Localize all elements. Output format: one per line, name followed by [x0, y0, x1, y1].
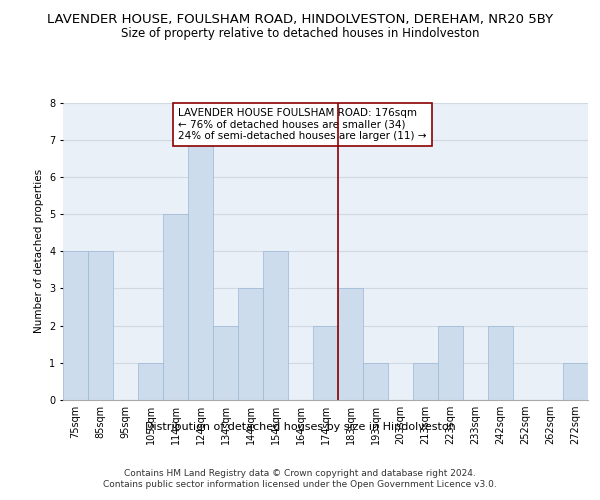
Bar	[488, 326, 513, 400]
Text: Contains public sector information licensed under the Open Government Licence v3: Contains public sector information licen…	[103, 480, 497, 489]
Bar	[163, 214, 188, 400]
Bar	[438, 326, 463, 400]
Bar	[363, 363, 388, 400]
Bar	[213, 326, 238, 400]
Bar	[188, 140, 213, 400]
Bar	[88, 252, 113, 400]
Bar	[63, 252, 88, 400]
Bar	[313, 326, 338, 400]
Bar	[138, 363, 163, 400]
Bar	[563, 363, 588, 400]
Text: Distribution of detached houses by size in Hindolveston: Distribution of detached houses by size …	[145, 422, 455, 432]
Text: Contains HM Land Registry data © Crown copyright and database right 2024.: Contains HM Land Registry data © Crown c…	[124, 469, 476, 478]
Bar	[263, 252, 288, 400]
Bar	[238, 288, 263, 400]
Text: Size of property relative to detached houses in Hindolveston: Size of property relative to detached ho…	[121, 28, 479, 40]
Text: LAVENDER HOUSE, FOULSHAM ROAD, HINDOLVESTON, DEREHAM, NR20 5BY: LAVENDER HOUSE, FOULSHAM ROAD, HINDOLVES…	[47, 12, 553, 26]
Text: LAVENDER HOUSE FOULSHAM ROAD: 176sqm
← 76% of detached houses are smaller (34)
2: LAVENDER HOUSE FOULSHAM ROAD: 176sqm ← 7…	[178, 108, 427, 142]
Bar	[413, 363, 438, 400]
Bar	[338, 288, 363, 400]
Y-axis label: Number of detached properties: Number of detached properties	[34, 169, 44, 334]
